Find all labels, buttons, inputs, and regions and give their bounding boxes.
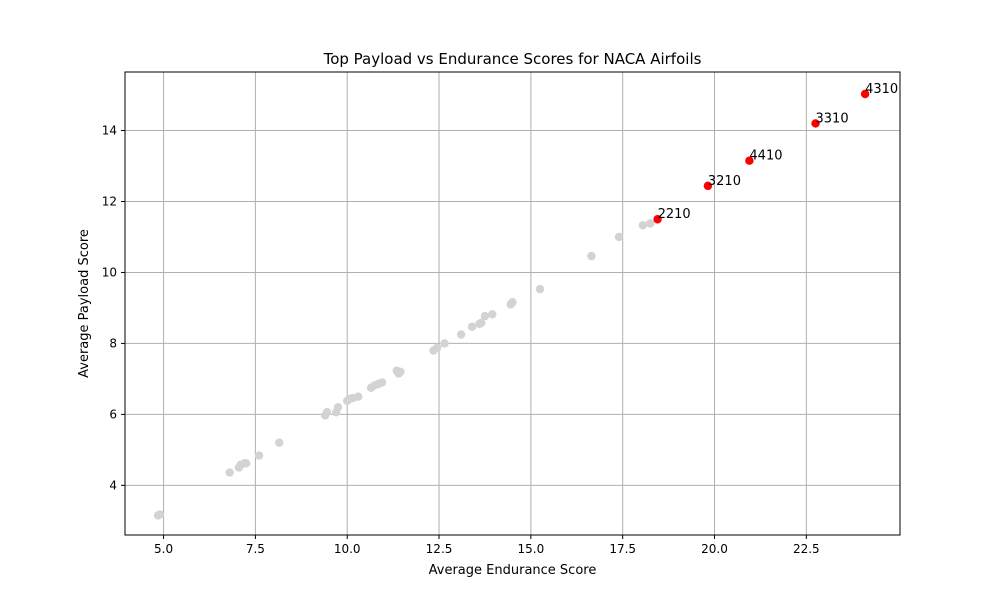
grid-layer (125, 72, 900, 535)
data-point (587, 251, 596, 261)
x-tick-label: 12.5 (426, 542, 453, 556)
data-point (242, 459, 251, 468)
point-label: 4410 (749, 149, 782, 164)
highlighted-point (860, 89, 870, 99)
data-point (467, 322, 477, 331)
data-point (254, 451, 264, 460)
x-tick-label: 22.5 (793, 542, 820, 556)
data-point (433, 343, 442, 352)
data-point (225, 468, 234, 477)
x-tick-label: 17.5 (609, 542, 636, 556)
y-tick-label: 4 (109, 478, 117, 492)
data-point (614, 232, 624, 242)
data-point (333, 403, 343, 412)
x-tick-label: 15.0 (518, 542, 545, 556)
x-tick-label: 20.0 (701, 542, 728, 556)
y-tick-label: 14 (102, 124, 117, 138)
plot-frame (124, 71, 901, 536)
data-point (508, 298, 517, 307)
point-label: 4310 (865, 82, 898, 97)
point-labels-layer: 2210 3210 4410 3310 4310 (658, 82, 899, 222)
data-point (354, 392, 363, 401)
highlighted-point (745, 156, 754, 165)
data-point (440, 339, 449, 348)
data-point (535, 284, 545, 294)
points-layer (153, 89, 870, 520)
data-point (480, 311, 490, 321)
chart-title: Top Payload vs Endurance Scores for NACA… (323, 50, 702, 68)
point-label: 2210 (658, 207, 691, 222)
point-label: 3310 (816, 111, 849, 126)
y-axis-label: Average Payload Score (77, 229, 92, 378)
y-tick-label: 12 (102, 194, 117, 208)
y-tick-label: 10 (102, 265, 117, 279)
highlighted-point (703, 181, 713, 191)
data-point (396, 367, 405, 376)
point-label: 3210 (708, 174, 741, 189)
data-point (377, 378, 387, 387)
data-point (456, 330, 466, 339)
data-point (638, 221, 648, 230)
data-point (477, 318, 486, 328)
x-tick-label: 5.0 (154, 542, 173, 556)
highlighted-point (653, 215, 662, 224)
y-tick-label: 6 (109, 407, 117, 421)
x-tick-label: 10.0 (334, 542, 361, 556)
x-tick-label: 7.5 (246, 542, 265, 556)
data-point (275, 438, 284, 447)
data-point (322, 408, 332, 417)
highlighted-point (811, 119, 820, 128)
data-point (646, 219, 655, 228)
y-tick-label: 8 (109, 336, 117, 350)
data-point (488, 310, 497, 319)
data-point (153, 511, 163, 520)
x-axis-label: Average Endurance Score (429, 563, 597, 578)
ticks-layer: 5.0 7.5 10.0 12.5 15.0 17.5 20.0 22.5 4 6 8 10 12 14 (102, 124, 820, 556)
